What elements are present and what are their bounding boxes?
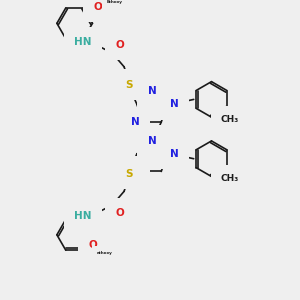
Text: O: O: [93, 2, 102, 11]
Text: N: N: [131, 117, 140, 127]
Text: S: S: [125, 80, 133, 90]
Text: CH₃: CH₃: [220, 115, 238, 124]
Text: ethoxy: ethoxy: [96, 250, 112, 255]
Text: HN: HN: [74, 37, 92, 47]
Text: O: O: [116, 40, 124, 50]
Text: N: N: [170, 149, 179, 159]
Text: O: O: [88, 240, 97, 250]
Text: HN: HN: [74, 211, 92, 221]
Text: CH₃: CH₃: [220, 174, 238, 183]
Text: S: S: [125, 169, 133, 178]
Text: N: N: [170, 99, 179, 110]
Text: N: N: [148, 136, 156, 146]
Text: O: O: [116, 208, 124, 218]
Text: Ethoxy: Ethoxy: [106, 0, 122, 4]
Text: N: N: [148, 86, 156, 97]
Text: N: N: [131, 167, 140, 176]
